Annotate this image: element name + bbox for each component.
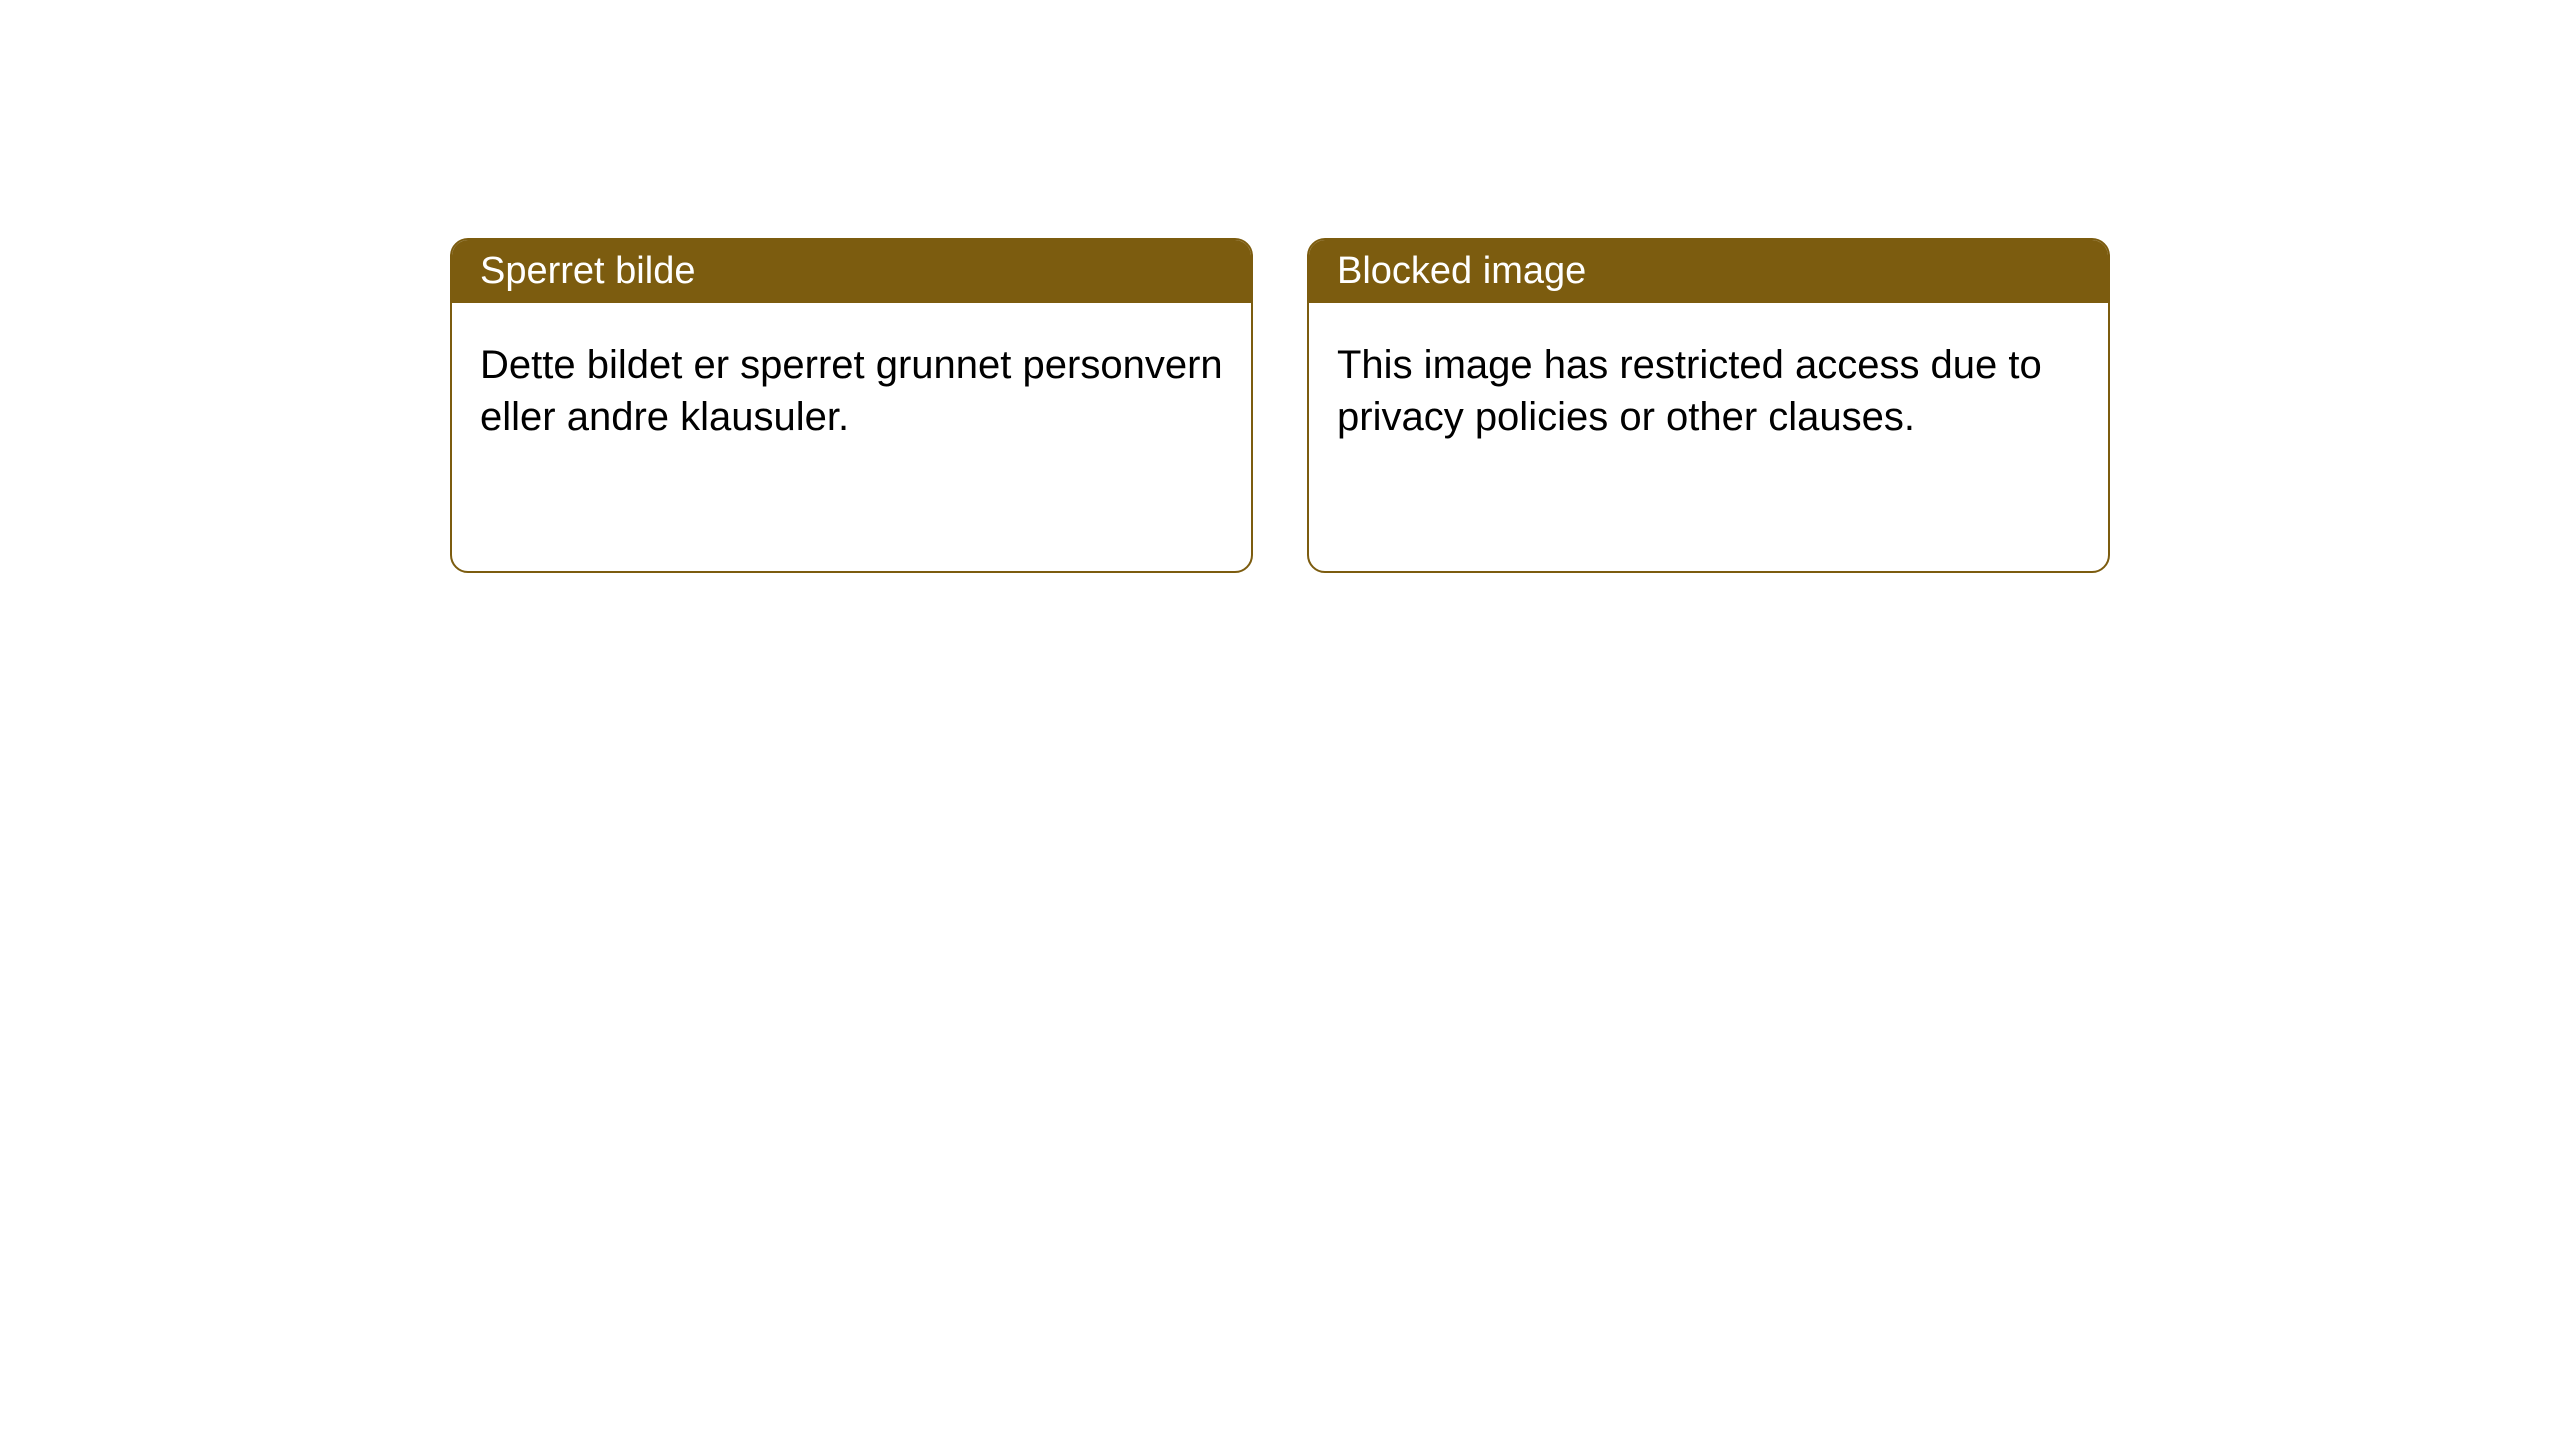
notice-title: Blocked image xyxy=(1337,250,1586,292)
notice-body-text: This image has restricted access due to … xyxy=(1337,343,2042,439)
notice-title: Sperret bilde xyxy=(480,250,695,292)
notice-card-english: Blocked image This image has restricted … xyxy=(1307,238,2110,573)
notice-card-norwegian: Sperret bilde Dette bildet er sperret gr… xyxy=(450,238,1253,573)
notice-header: Blocked image xyxy=(1309,240,2108,303)
notice-body-text: Dette bildet er sperret grunnet personve… xyxy=(480,343,1223,439)
notice-container: Sperret bilde Dette bildet er sperret gr… xyxy=(0,0,2560,573)
notice-body: Dette bildet er sperret grunnet personve… xyxy=(452,303,1251,479)
notice-body: This image has restricted access due to … xyxy=(1309,303,2108,479)
notice-header: Sperret bilde xyxy=(452,240,1251,303)
